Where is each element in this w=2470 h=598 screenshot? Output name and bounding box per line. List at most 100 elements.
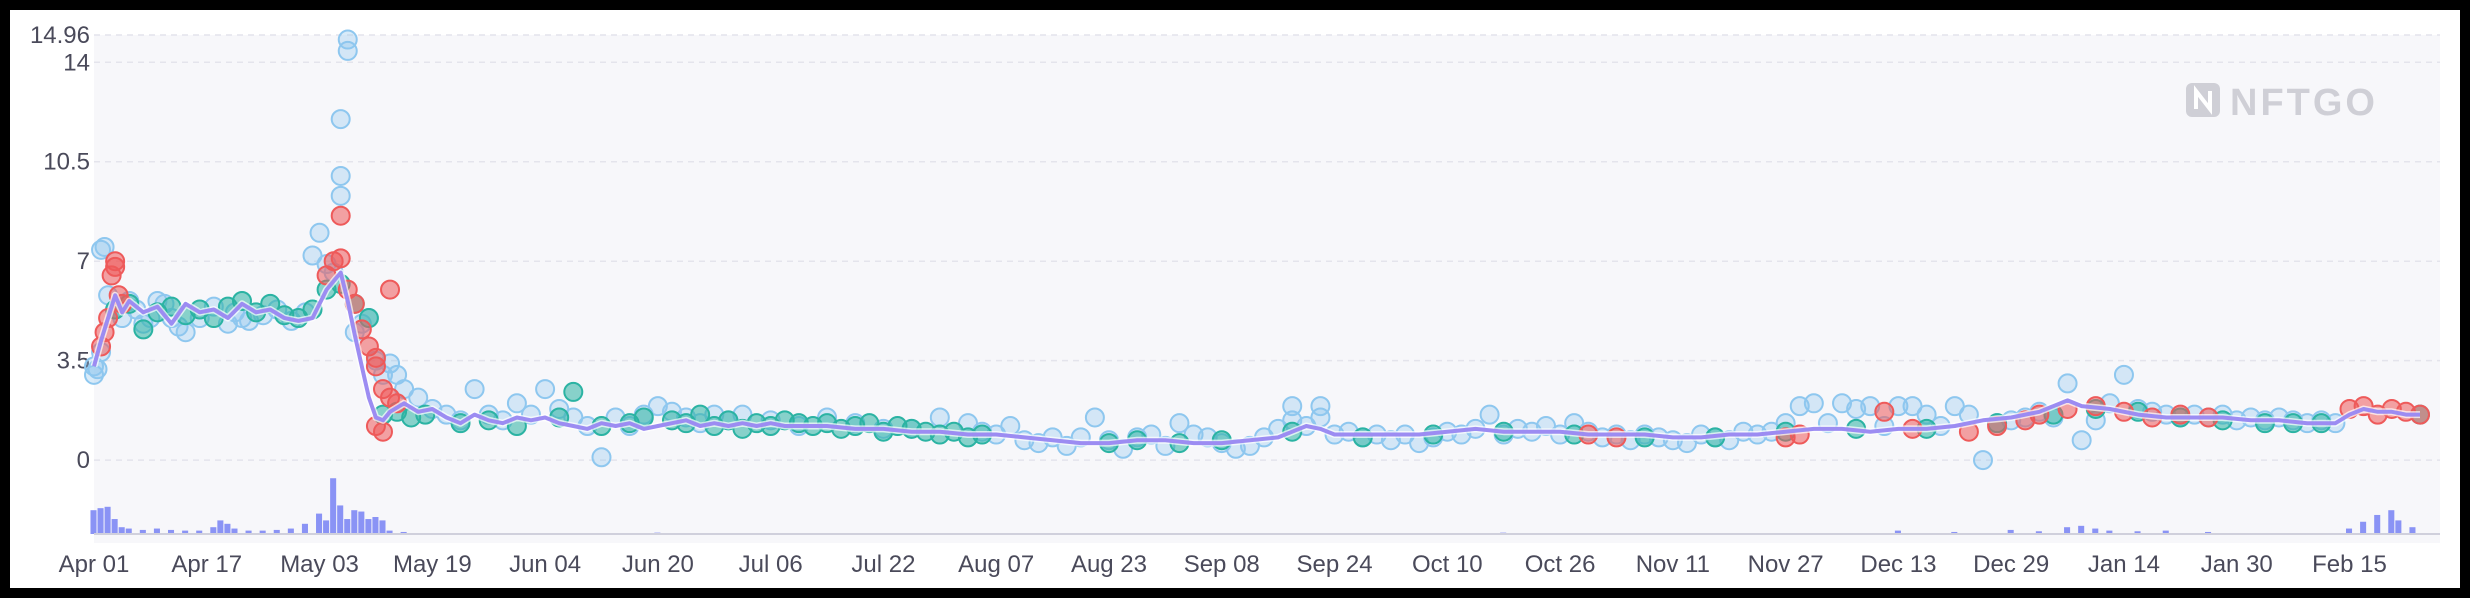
sale-point-blue [535, 379, 556, 400]
sale-point-blue [506, 393, 527, 414]
volume-bar [153, 528, 160, 534]
y-tick-label: 14.96 [30, 22, 90, 49]
sale-point-teal [563, 381, 584, 402]
volume-bar [97, 508, 104, 534]
volume-bar [224, 523, 231, 534]
x-tick-label: Aug 07 [958, 551, 1034, 578]
volume-bar [104, 506, 111, 534]
volume-bar [111, 519, 118, 534]
gridlines [94, 34, 2440, 461]
x-tick-label: Aug 23 [1071, 551, 1147, 578]
x-tick-label: Dec 29 [1973, 551, 2049, 578]
volume-bar [287, 528, 294, 534]
y-tick-label: 10.5 [43, 149, 90, 176]
x-tick-label: May 03 [280, 551, 359, 578]
x-tick-label: Jun 20 [622, 551, 694, 578]
x-tick-label: Oct 10 [1412, 551, 1483, 578]
volume-bar [316, 513, 323, 534]
sale-point-blue [2071, 430, 2092, 451]
volume-bars [90, 478, 2416, 534]
volume-bar [330, 478, 337, 534]
sale-point-blue [175, 322, 196, 343]
sale-point-blue [464, 379, 485, 400]
nftgo-watermark: NFTGO [2186, 82, 2378, 124]
volume-bar [2134, 531, 2141, 534]
volume-bar [2092, 528, 2099, 534]
volume-bar [2374, 514, 2381, 534]
volume-bar [168, 529, 175, 534]
x-tick-label: May 19 [393, 551, 472, 578]
sale-point-blue [1084, 407, 1105, 428]
x-tick-label: Jun 04 [509, 551, 581, 578]
volume-bar [337, 505, 344, 534]
sale-point-blue [929, 407, 950, 428]
volume-bar [1894, 530, 1901, 534]
sale-point-red [1874, 401, 1895, 422]
volume-bar [351, 510, 358, 534]
chart-frame: 0 3.5 7 10.5 14 14.96 Apr 01 Apr 17 May 03 May 1… [10, 10, 2460, 588]
sale-point-blue [408, 387, 429, 408]
volume-bar [118, 527, 125, 534]
y-tick-label: 3.5 [57, 348, 90, 375]
volume-bar [231, 528, 238, 534]
volume-bar [273, 529, 280, 534]
sale-point-red [105, 256, 126, 277]
volume-bar [2078, 525, 2085, 534]
sale-point-red [365, 356, 386, 377]
volume-bar [400, 531, 407, 534]
y-tick-label: 14 [63, 49, 90, 76]
volume-bar [2360, 521, 2367, 534]
moving-average-path [92, 270, 2420, 446]
volume-bar [2409, 527, 2416, 534]
sale-point-blue [1282, 396, 1303, 417]
sale-point-teal [133, 319, 154, 340]
x-tick-label: Nov 11 [1636, 551, 1710, 578]
sale-point-red [372, 421, 393, 442]
volume-bar [358, 511, 365, 534]
volume-bar [379, 520, 386, 534]
volume-bar [139, 529, 146, 534]
volume-bar [210, 527, 217, 534]
volume-bar [2162, 530, 2169, 534]
x-tick-label: Jul 06 [739, 551, 803, 578]
x-tick-label: Nov 27 [1748, 551, 1824, 578]
volume-bar [365, 519, 372, 534]
sale-point-blue [309, 222, 330, 243]
x-tick-label: Jan 14 [2088, 551, 2160, 578]
volume-bar [182, 530, 189, 534]
volume-bar [259, 530, 266, 534]
sale-point-blue [330, 109, 351, 130]
volume-bar [344, 519, 351, 534]
x-tick-label: Jul 22 [851, 551, 915, 578]
sale-point-blue [591, 447, 612, 468]
sale-point-red [380, 279, 401, 300]
volume-bar [2064, 527, 2071, 534]
sale-point-blue [1479, 404, 1500, 425]
watermark-text: NFTGO [2230, 82, 2378, 124]
sale-point-blue [1972, 450, 1993, 471]
sale-point-blue [1310, 396, 1331, 417]
sale-point-blue [2057, 373, 2078, 394]
volume-bar [217, 520, 224, 534]
volume-bar [1951, 531, 1958, 534]
sale-point-blue [330, 185, 351, 206]
volume-bar [125, 528, 132, 534]
sale-point-red [330, 248, 351, 269]
sale-point-blue [2113, 364, 2134, 385]
sale-point-blue [330, 165, 351, 186]
y-tick-label: 0 [77, 447, 90, 474]
volume-bar [245, 530, 252, 534]
volume-bar [2205, 531, 2212, 534]
volume-bar [386, 530, 393, 534]
x-tick-label: Sep 24 [1296, 551, 1372, 578]
plot-background [94, 35, 2440, 543]
moving-average-line [90, 269, 2420, 447]
sale-point-blue [94, 236, 115, 257]
sale-point-blue [1169, 413, 1190, 434]
x-tick-label: Oct 26 [1525, 551, 1596, 578]
x-tick-label: Apr 01 [59, 551, 130, 578]
sale-point-blue [337, 29, 358, 50]
volume-bar [2106, 530, 2113, 534]
volume-bar [2395, 520, 2402, 534]
y-tick-label: 7 [77, 248, 90, 275]
